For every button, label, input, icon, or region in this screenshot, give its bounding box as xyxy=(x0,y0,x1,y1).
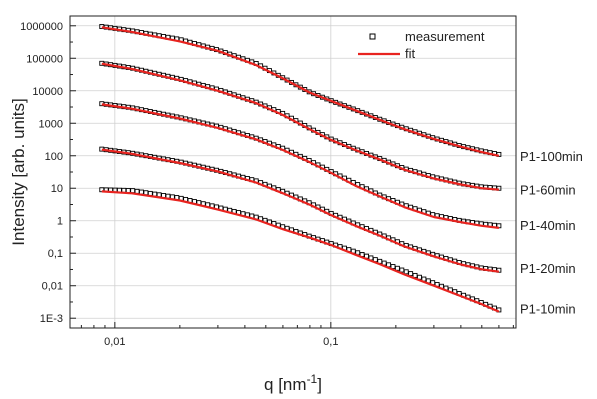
y-tick-label: 0,1 xyxy=(48,248,63,260)
y-tick-label: 100 xyxy=(45,151,63,163)
fit-line xyxy=(101,62,499,191)
series-label: P1-40min xyxy=(520,218,576,233)
y-tick-label: 0,01 xyxy=(42,281,63,293)
grid-layer xyxy=(70,16,516,328)
fit-line xyxy=(101,26,500,157)
measurement-point xyxy=(496,267,502,273)
legend-measurement-marker xyxy=(369,33,376,40)
y-tick-label: 10 xyxy=(51,183,63,195)
series-P1-60min xyxy=(99,60,502,191)
legend-measurement-label: measurement xyxy=(405,29,485,44)
series-layer xyxy=(99,24,502,313)
fit-line xyxy=(101,148,500,273)
series-P1-40min xyxy=(99,101,502,229)
series-label: P1-20min xyxy=(520,261,576,276)
series-label: P1-10min xyxy=(520,301,576,316)
series-P1-10min xyxy=(99,187,502,313)
y-tick-label: 1000000 xyxy=(20,21,63,33)
y-tick-label: 1 xyxy=(57,216,63,228)
measurement-point xyxy=(408,271,414,277)
y-tick-label: 10000 xyxy=(32,86,63,98)
y-tick-label: 1000 xyxy=(39,118,63,130)
measurement-point xyxy=(403,269,409,275)
plot-frame xyxy=(69,15,517,329)
x-axis-title-exponent: -1 xyxy=(307,372,318,386)
x-axis-title-main: q [nm xyxy=(264,375,307,394)
series-label: P1-100min xyxy=(520,149,583,164)
series-P1-100min xyxy=(99,24,502,157)
measurement-point xyxy=(130,188,136,194)
series-label: P1-60min xyxy=(520,183,576,198)
x-tick-label: 0,1 xyxy=(323,336,338,348)
y-tick-label: 1E-3 xyxy=(40,313,63,325)
series-P1-20min xyxy=(99,146,502,273)
measurement-point xyxy=(496,185,502,191)
measurement-point xyxy=(134,188,140,194)
measurement-point xyxy=(394,265,400,271)
series-labels: P1-100min P1-60min P1-40min P1-20min P1-10mi… xyxy=(520,149,583,317)
legend-fit-label: fit xyxy=(405,46,416,61)
y-tick-label: 100000 xyxy=(26,53,63,65)
x-axis-title: q [nm-1] xyxy=(264,372,322,394)
legend: measurement fit xyxy=(358,29,485,61)
y-axis-title: Intensity [arb. units] xyxy=(9,98,28,245)
x-tick-label: 0,01 xyxy=(104,336,125,348)
measurement-point xyxy=(399,267,405,273)
x-axis-title-suffix: ] xyxy=(317,375,322,394)
fit-line xyxy=(101,103,500,229)
measurement-point xyxy=(125,187,131,193)
fit-line xyxy=(101,190,500,313)
tick-layer: 1000000 100000 10000 1000 100 10 1 0,1 0,01 1E-3 0… xyxy=(20,21,514,348)
